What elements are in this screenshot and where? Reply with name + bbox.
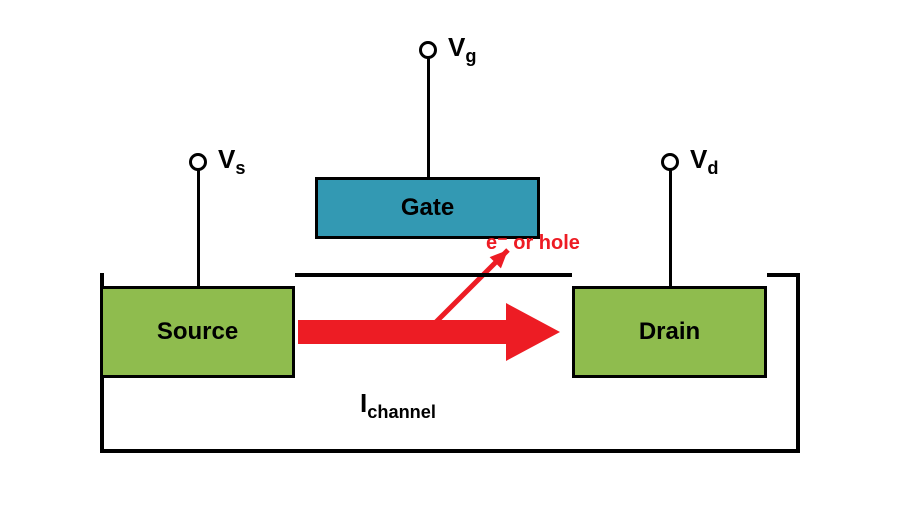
gate-label: Gate xyxy=(401,194,454,222)
escape-label: e⁻ or hole xyxy=(486,230,580,255)
gate-terminal-node xyxy=(419,41,437,59)
channel-current-label: Ichannel xyxy=(360,388,436,423)
substrate-top-edge xyxy=(295,273,572,277)
transistor-diagram: Gate Source Drain Vg Vs Vd Ichannel e⁻ o… xyxy=(0,0,900,506)
source-block: Source xyxy=(100,286,295,378)
source-terminal-node xyxy=(189,153,207,171)
gate-terminal-line xyxy=(427,50,430,177)
source-label: Source xyxy=(157,318,238,346)
drain-terminal-line xyxy=(669,162,672,286)
drain-label: Drain xyxy=(639,318,700,346)
substrate-top-edge xyxy=(767,273,800,277)
drain-voltage-label: Vd xyxy=(690,144,718,179)
gate-voltage-label: Vg xyxy=(448,32,476,67)
drain-terminal-node xyxy=(661,153,679,171)
drain-block: Drain xyxy=(572,286,767,378)
source-terminal-line xyxy=(197,162,200,286)
source-voltage-label: Vs xyxy=(218,144,245,179)
